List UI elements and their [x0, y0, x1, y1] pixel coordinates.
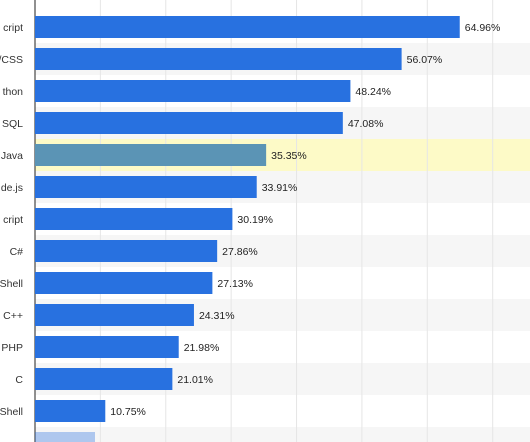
value-label: 10.75%: [110, 406, 146, 418]
bar[interactable]: [35, 80, 351, 102]
category-labels: cript/CSS thon SQL Java de.js cript C# Shell C++…: [0, 22, 23, 418]
value-label: 48.24%: [355, 86, 391, 98]
bar[interactable]: [35, 400, 106, 422]
category-label: C#: [10, 246, 24, 258]
bar[interactable]: [35, 112, 343, 134]
value-label: 33.91%: [262, 182, 298, 194]
bar[interactable]: [35, 240, 218, 262]
category-label: C: [15, 374, 23, 386]
category-label: /CSS: [0, 54, 23, 66]
bar[interactable]: [35, 368, 173, 390]
bar[interactable]: [35, 176, 257, 198]
bar[interactable]: [35, 144, 267, 166]
partial-bar-cutoff: [35, 432, 95, 442]
bar[interactable]: [35, 304, 194, 326]
category-label: C++: [3, 310, 23, 322]
value-label: 21.98%: [184, 342, 220, 354]
category-label: de.js: [1, 182, 23, 194]
bar[interactable]: [35, 16, 460, 38]
value-label: 21.01%: [177, 374, 213, 386]
bar[interactable]: [35, 208, 233, 230]
value-labels: 64.96% 56.07% 48.24% 47.08% 35.35% 33.91% 30.1…: [110, 22, 500, 418]
category-label: Shell: [0, 278, 23, 290]
value-label: 27.86%: [222, 246, 258, 258]
value-label: 27.13%: [217, 278, 253, 290]
value-label: 56.07%: [407, 54, 443, 66]
category-label: thon: [3, 86, 24, 98]
alt-row-band: [35, 427, 530, 442]
category-label: Shell: [0, 406, 23, 418]
category-label: cript: [3, 214, 23, 226]
category-label: PHP: [1, 342, 23, 354]
category-label: Java: [1, 150, 23, 162]
bar[interactable]: [35, 48, 402, 70]
category-label: SQL: [2, 118, 23, 130]
bars: [35, 16, 460, 422]
value-label: 47.08%: [348, 118, 384, 130]
value-label: 24.31%: [199, 310, 235, 322]
category-label: cript: [3, 22, 23, 34]
value-label: 64.96%: [465, 22, 501, 34]
value-label: 30.19%: [237, 214, 273, 226]
bar[interactable]: [35, 272, 213, 294]
bar[interactable]: [35, 336, 179, 358]
value-label: 35.35%: [271, 150, 307, 162]
